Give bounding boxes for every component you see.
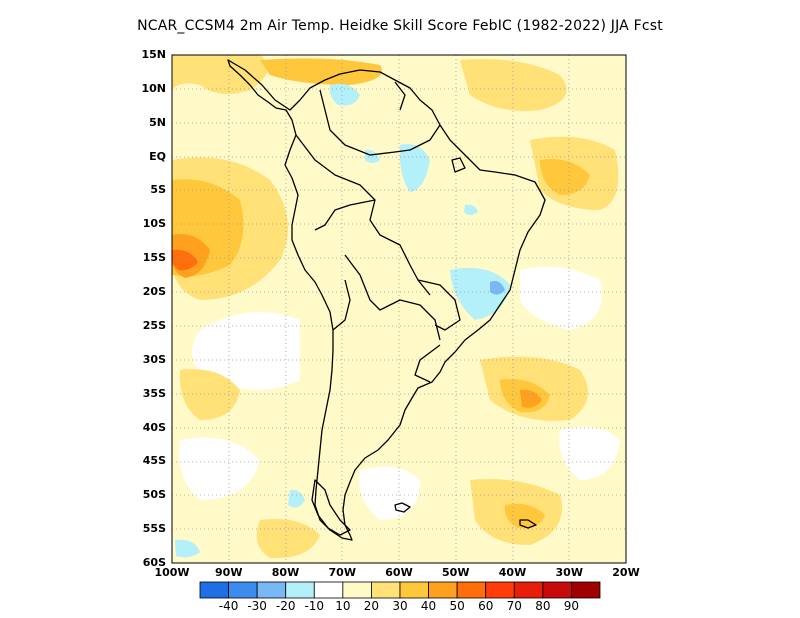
lat-tick-label: 15N bbox=[141, 48, 166, 61]
colorbar-tick-label: -20 bbox=[275, 599, 296, 613]
country-border bbox=[295, 134, 431, 296]
colorbar-swatch bbox=[428, 581, 458, 599]
lat-tick-label: 5N bbox=[149, 115, 166, 129]
country-border bbox=[332, 279, 351, 331]
skill-area bbox=[179, 266, 620, 520]
lat-tick-label: 55S bbox=[142, 522, 166, 536]
colorbar-tick-label: -10 bbox=[304, 599, 325, 613]
island bbox=[519, 519, 537, 529]
plot-frame bbox=[171, 54, 627, 564]
colorbar-tick-label: 60 bbox=[478, 599, 494, 613]
lon-tick-label: 20W bbox=[612, 566, 640, 579]
lat-tick-label: 45S bbox=[142, 454, 166, 468]
colorbar-swatch bbox=[399, 581, 429, 599]
colorbar-swatch bbox=[485, 581, 515, 599]
island bbox=[311, 479, 351, 536]
lon-tick-label: 70W bbox=[328, 566, 356, 579]
colorbar-swatch bbox=[256, 581, 287, 599]
colorbar-tick-label: 20 bbox=[363, 599, 380, 613]
lat-tick-label: 25S bbox=[142, 318, 166, 332]
lon-tick-label: 100W bbox=[154, 566, 190, 579]
skill-area bbox=[490, 281, 505, 295]
lon-tick-label: 50W bbox=[442, 566, 470, 579]
island bbox=[394, 502, 411, 513]
lat-tick-label: EQ bbox=[149, 149, 166, 163]
skill-area bbox=[172, 249, 198, 271]
grid-lines bbox=[172, 55, 626, 563]
colorbar-swatch bbox=[228, 581, 258, 599]
colorbar-tick-label: 90 bbox=[563, 599, 580, 613]
colorbar-tick-label: 30 bbox=[392, 599, 408, 613]
country-border bbox=[414, 344, 441, 383]
lon-tick-label: 30W bbox=[555, 566, 583, 579]
lake bbox=[394, 81, 406, 111]
country-border bbox=[314, 199, 376, 231]
coastlines bbox=[227, 59, 546, 541]
chart-title: NCAR_CCSM4 2m Air Temp. Heidke Skill Sco… bbox=[137, 18, 663, 34]
lat-tick-label: 10N bbox=[141, 81, 166, 95]
colorbar-tick-label: 10 bbox=[335, 599, 351, 613]
colorbar-swatch bbox=[342, 581, 372, 599]
lat-tick-label: 35S bbox=[142, 386, 166, 400]
colorbar-tick-label: 50 bbox=[449, 599, 465, 613]
south-america-outline bbox=[227, 59, 546, 541]
colorbar-tick-label: 70 bbox=[506, 599, 522, 613]
lon-tick-label: 90W bbox=[215, 566, 243, 579]
colorbar-tick-label: -30 bbox=[247, 599, 267, 613]
lon-tick-label: 60W bbox=[385, 566, 413, 579]
island bbox=[451, 157, 466, 173]
colorbar-swatch bbox=[542, 581, 572, 599]
colorbar-swatch bbox=[371, 581, 401, 599]
colorbar-swatch bbox=[571, 581, 601, 599]
colorbar-swatch bbox=[456, 581, 487, 599]
country-border bbox=[344, 254, 441, 341]
lat-tick-label: 50S bbox=[142, 488, 166, 502]
skill-area bbox=[172, 234, 542, 408]
skill-field bbox=[172, 55, 626, 563]
colorbar-swatch bbox=[199, 581, 229, 599]
lon-tick-label: 80W bbox=[271, 566, 300, 579]
lat-tick-label: 30S bbox=[142, 352, 166, 366]
colorbar-swatch bbox=[285, 581, 315, 599]
colorbar bbox=[199, 581, 601, 599]
colorbar-swatch bbox=[513, 581, 544, 599]
lat-tick-label: 40S bbox=[142, 420, 166, 434]
skill-area bbox=[172, 55, 626, 563]
lat-tick-label: 10S bbox=[142, 217, 166, 231]
lat-tick-label: 20S bbox=[142, 285, 166, 299]
lat-tick-label: 15S bbox=[142, 251, 166, 265]
colorbar-swatch bbox=[313, 581, 344, 599]
lat-tick-label: 5S bbox=[150, 183, 166, 197]
lon-tick-label: 40W bbox=[498, 566, 527, 579]
colorbar-tick-label: 40 bbox=[420, 599, 437, 613]
colorbar-tick-label: -40 bbox=[218, 599, 239, 613]
lat-tick-label: 60S bbox=[142, 556, 166, 569]
country-border bbox=[417, 279, 461, 331]
colorbar-tick-label: 80 bbox=[535, 599, 551, 613]
country-border bbox=[319, 89, 441, 156]
